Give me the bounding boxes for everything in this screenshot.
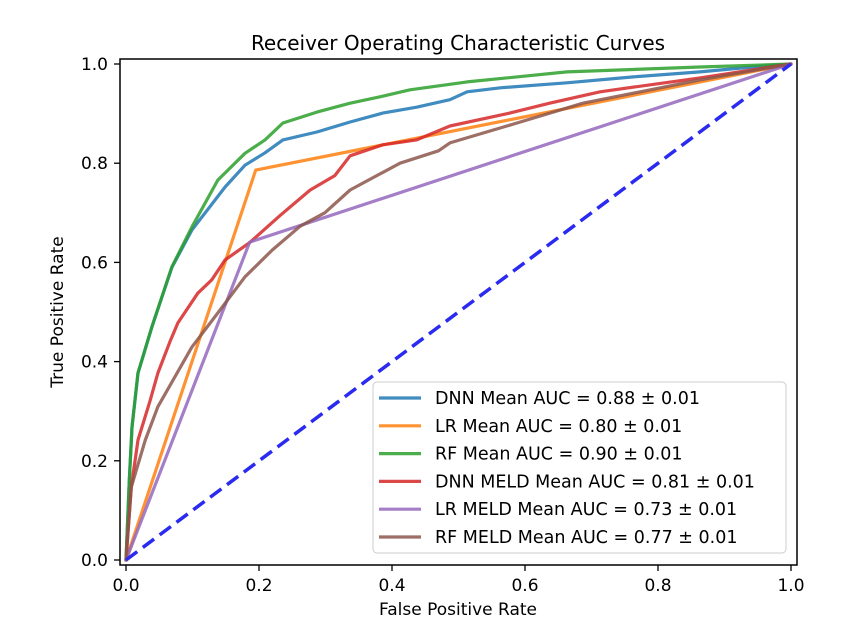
legend-box	[372, 381, 787, 554]
legend-label: LR Mean AUC = 0.80 ± 0.01	[435, 417, 682, 437]
y-tick-label: 1.0	[81, 55, 108, 75]
legend-item: DNN Mean AUC = 0.88 ± 0.01	[379, 389, 700, 409]
chart-title: Receiver Operating Characteristic Curves	[251, 31, 665, 55]
y-tick-label: 0.6	[81, 253, 108, 273]
legend-item: RF MELD Mean AUC = 0.77 ± 0.01	[379, 528, 737, 548]
series-line-6	[124, 62, 793, 562]
x-axis-label: False Positive Rate	[379, 600, 537, 620]
y-tick-label: 0.8	[81, 154, 108, 174]
series-line-5	[124, 62, 793, 562]
series-line-3	[124, 62, 793, 562]
series-line-4	[124, 62, 793, 562]
legend-items: DNN Mean AUC = 0.88 ± 0.01 LR Mean AUC = …	[379, 389, 755, 548]
legend-label: RF MELD Mean AUC = 0.77 ± 0.01	[435, 528, 737, 548]
legend-item: DNN MELD Mean AUC = 0.81 ± 0.01	[379, 472, 755, 492]
plot-series	[124, 62, 793, 562]
x-tick-label: 0.4	[378, 576, 405, 596]
legend-label: DNN Mean AUC = 0.88 ± 0.01	[435, 389, 700, 409]
x-tick-label: 0.2	[245, 576, 272, 596]
x-tick-label: 0.6	[511, 576, 538, 596]
chance-diagonal-line	[124, 62, 793, 562]
series-line-2	[124, 62, 793, 562]
x-tick-label: 1.0	[777, 576, 804, 596]
legend-item: LR MELD Mean AUC = 0.73 ± 0.01	[379, 500, 737, 520]
y-axis-label: True Positive Rate	[48, 236, 68, 388]
legend-label: RF Mean AUC = 0.90 ± 0.01	[435, 445, 683, 465]
y-tick-label: 0.0	[81, 551, 108, 571]
x-axis-ticks: 0.0 0.2 0.4 0.6 0.8 1.0	[112, 565, 805, 596]
x-tick-label: 0.0	[112, 576, 139, 596]
y-tick-label: 0.4	[81, 353, 108, 373]
y-tick-label: 0.2	[81, 452, 108, 472]
legend-item: RF Mean AUC = 0.90 ± 0.01	[379, 445, 683, 465]
legend-item: LR Mean AUC = 0.80 ± 0.01	[379, 417, 682, 437]
x-tick-label: 0.8	[644, 576, 671, 596]
axes-frame	[119, 58, 798, 566]
legend-label: DNN MELD Mean AUC = 0.81 ± 0.01	[435, 472, 755, 492]
legend-label: LR MELD Mean AUC = 0.73 ± 0.01	[435, 500, 737, 520]
y-axis-ticks: 0.0 0.2 0.4 0.6 0.8 1.0	[81, 55, 120, 571]
legend: DNN Mean AUC = 0.88 ± 0.01 LR Mean AUC = …	[372, 381, 787, 554]
